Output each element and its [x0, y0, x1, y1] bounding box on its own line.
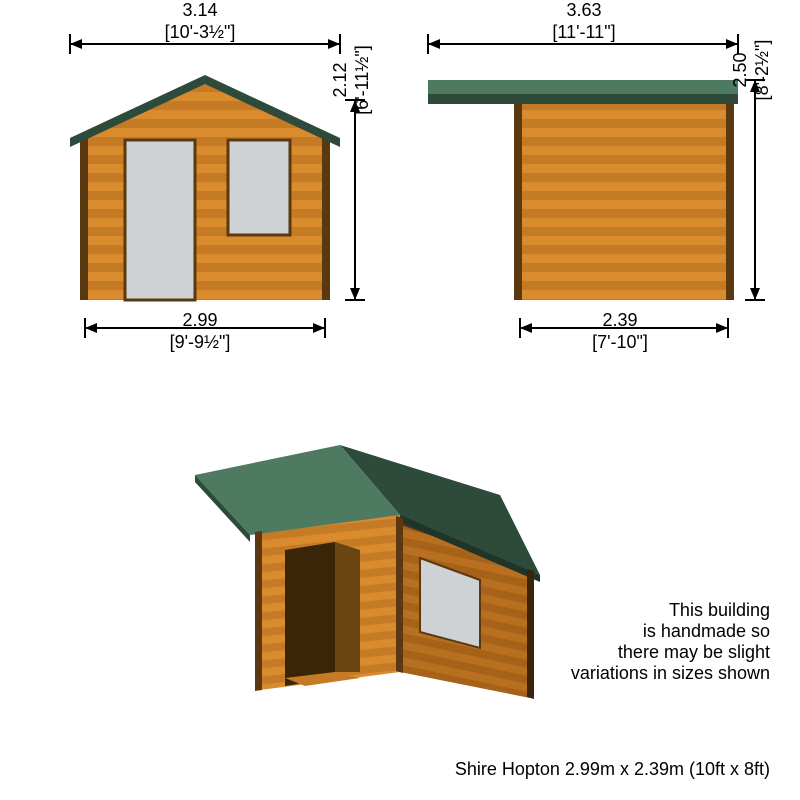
disclaimer-line1: This building [510, 600, 770, 621]
side-bottom-m: 2.39 [602, 310, 637, 330]
front-top-imp: [10'-3½"] [30, 22, 370, 44]
diagram-canvas: 3.14 [10'-3½"] 2.12 [6'-11½"] 2.99 [9'-9… [0, 0, 800, 800]
front-view: 3.14 [10'-3½"] 2.12 [6'-11½"] 2.99 [9'-9… [30, 20, 370, 350]
perspective-svg [190, 420, 550, 720]
front-height-m: 2.12 [330, 62, 350, 97]
side-bottom-dim: 2.39 [7'-10"] [490, 310, 750, 353]
front-top-dim: 3.14 [10'-3½"] [30, 0, 370, 43]
side-bottom-imp: [7'-10"] [490, 332, 750, 354]
front-height-dim: 2.12 [6'-11½"] [330, 20, 373, 140]
front-view-svg [30, 20, 370, 350]
front-bottom-imp: [9'-9½"] [30, 332, 370, 354]
front-bottom-m: 2.99 [182, 310, 217, 330]
side-height-imp: [8'-2½"] [752, 0, 774, 140]
side-height-m: 2.50 [730, 52, 750, 87]
disclaimer: This building is handmade so there may b… [510, 600, 770, 684]
side-height-dim: 2.50 [8'-2½"] [730, 0, 773, 140]
front-bottom-dim: 2.99 [9'-9½"] [30, 310, 370, 353]
side-view: 3.63 [11'-11"] 2.50 [8'-2½"] 2.39 [7'-10… [410, 20, 780, 350]
front-height-imp: [6'-11½"] [352, 20, 374, 140]
side-top-m: 3.63 [566, 0, 601, 20]
side-view-svg [410, 20, 780, 350]
front-top-m: 3.14 [182, 0, 217, 20]
disclaimer-line3: there may be slight [510, 642, 770, 663]
disclaimer-line2: is handmade so [510, 621, 770, 642]
side-top-dim: 3.63 [11'-11"] [410, 0, 758, 43]
product-name: Shire Hopton 2.99m x 2.39m (10ft x 8ft) [455, 759, 770, 779]
side-top-imp: [11'-11"] [410, 22, 758, 44]
product-name-label: Shire Hopton 2.99m x 2.39m (10ft x 8ft) [270, 759, 770, 780]
disclaimer-line4: variations in sizes shown [510, 663, 770, 684]
perspective-view [190, 420, 550, 720]
